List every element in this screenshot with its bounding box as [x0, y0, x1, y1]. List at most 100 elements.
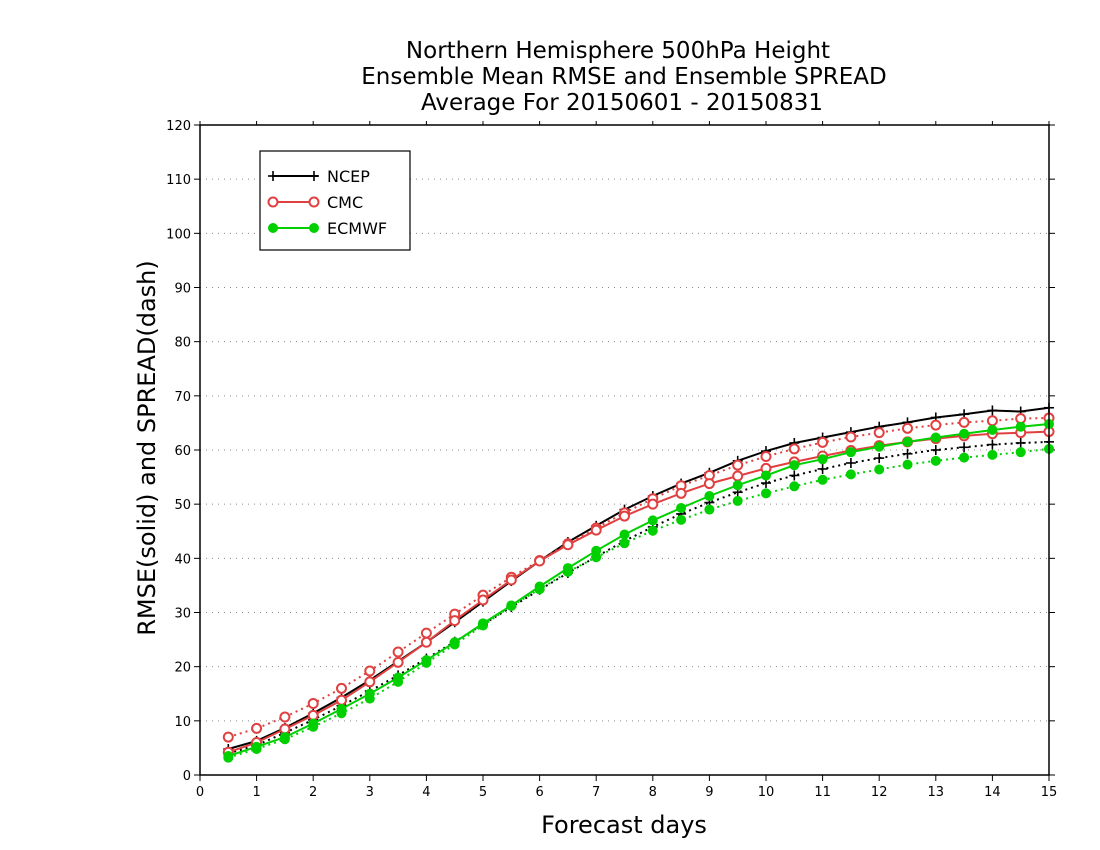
series-ecmwf-rmse-point-21	[817, 454, 828, 465]
series-ecmwf-spread-point-23	[874, 464, 885, 475]
x-tick-label-12: 12	[871, 785, 888, 800]
series-cmc-spread-point-20	[788, 443, 800, 455]
series-ecmwf-spread-point-17	[704, 504, 715, 515]
grid-lines	[200, 178, 1049, 722]
series-ecmwf-rmse-point-25	[930, 432, 941, 443]
series-cmc-spread-point-26	[958, 416, 970, 428]
y-tick-label-120: 120	[166, 119, 191, 134]
legend-item-cmc: CMC	[267, 193, 363, 212]
series-ecmwf-spread-point-26	[959, 452, 970, 463]
x-tick-label-13: 13	[928, 785, 945, 800]
series-ecmwf-spread-point-25	[930, 455, 941, 466]
legend-label-ecmwf: ECMWF	[327, 219, 387, 238]
x-tick-label-2: 2	[309, 785, 317, 800]
series-cmc-spread-point-2	[279, 711, 291, 723]
legend-item-ecmwf: ECMWF	[268, 219, 387, 238]
series-cmc-rmse-point-16	[675, 487, 687, 499]
series-cmc-rmse-point-11	[534, 555, 546, 567]
series-cmc-rmse-point-12	[562, 539, 574, 551]
series-ncep-spread-point-27	[987, 439, 998, 450]
series-cmc-rmse-point-9	[477, 594, 489, 606]
series-ecmwf-spread-point-18	[732, 495, 743, 506]
y-tick-label-90: 90	[174, 282, 191, 297]
series-ecmwf-rmse-point-13	[591, 545, 602, 556]
series-ecmwf-rmse-point-10	[506, 600, 517, 611]
x-tick-label-4: 4	[422, 785, 430, 800]
legend: NCEP CMC ECMWF	[259, 150, 411, 251]
series-cmc-spread-point-5	[364, 665, 376, 677]
chart-title-line-3: Average For 20150601 - 20150831	[421, 90, 823, 116]
series-ecmwf-rmse-point-3	[308, 718, 319, 729]
y-tick-label-70: 70	[174, 390, 191, 405]
series-ecmwf-rmse-point-27	[987, 424, 998, 435]
series-ecmwf-rmse-point-11	[534, 581, 545, 592]
series-ncep-spread-point-23	[874, 453, 885, 464]
y-axis-label: RMSE(solid) and SPREAD(dash)	[133, 260, 161, 636]
series-cmc-spread-line	[228, 417, 1050, 739]
series-ncep-spread-point-21	[817, 463, 828, 474]
series-ecmwf-rmse-point-8	[449, 637, 460, 648]
x-tick-label-14: 14	[984, 785, 1001, 800]
x-tick-label-9: 9	[705, 785, 713, 800]
y-tick-label-110: 110	[166, 173, 191, 188]
series-group	[222, 402, 1055, 763]
series-cmc-spread-point-7	[420, 627, 432, 639]
series-cmc-spread-point-23	[873, 427, 885, 439]
y-tick-label-40: 40	[174, 552, 191, 567]
series-cmc-spread-point-4	[336, 682, 347, 694]
series-cmc-spread-point-24	[902, 422, 913, 434]
series-cmc-spread-point-0	[222, 731, 234, 743]
legend-marker-left-cmc	[267, 196, 279, 208]
series-ecmwf-rmse-point-16	[676, 502, 687, 513]
series-cmc-rmse-point-10	[505, 574, 517, 586]
series-ecmwf-rmse-point-6	[393, 672, 404, 683]
legend-marker-left-ecmwf	[268, 223, 278, 233]
x-tick-label-15: 15	[1041, 785, 1058, 800]
series-cmc-spread-point-18	[732, 459, 744, 471]
series-cmc-spread-point-6	[392, 646, 404, 658]
x-axis-label: Forecast days	[541, 811, 707, 839]
series-ecmwf-spread-point-20	[789, 481, 800, 492]
series-ecmwf	[223, 419, 1054, 763]
series-cmc-spread-point-19	[760, 451, 772, 462]
series-ecmwf-spread-line	[228, 447, 1050, 759]
legend-marker-right-ecmwf	[309, 223, 319, 233]
series-ecmwf-rmse-point-14	[619, 529, 630, 540]
series-ncep-rmse-point-27	[987, 405, 998, 416]
series-cmc-rmse-point-5	[364, 676, 376, 688]
y-tick-label-100: 100	[166, 227, 191, 242]
series-ecmwf-rmse-point-26	[959, 428, 970, 439]
series-ecmwf-spread-point-27	[987, 449, 998, 460]
series-ecmwf-rmse-point-17	[704, 491, 715, 502]
x-tick-label-1: 1	[252, 785, 260, 800]
series-cmc-spread-point-22	[845, 431, 857, 443]
x-tick-label-6: 6	[535, 785, 543, 800]
legend-box	[259, 150, 411, 251]
series-cmc-rmse-point-6	[392, 656, 404, 668]
series-ecmwf-spread-point-16	[676, 514, 687, 525]
series-ecmwf-rmse-point-15	[647, 515, 658, 526]
series-cmc-spread-point-27	[986, 415, 998, 427]
series-ecmwf-rmse-point-9	[478, 618, 488, 629]
series-ecmwf-spread-point-22	[845, 469, 856, 480]
legend-label-cmc: CMC	[327, 193, 363, 212]
series-ecmwf-rmse-point-28	[1015, 421, 1026, 432]
x-tick-label-0: 0	[196, 785, 204, 800]
series-ncep-spread-point-25	[930, 445, 941, 455]
series-ecmwf-rmse-point-12	[562, 563, 573, 574]
legend-marker-left-ncep	[268, 171, 278, 181]
series-ecmwf-spread-point-15	[647, 525, 658, 536]
y-tick-label-50: 50	[174, 498, 191, 513]
series-ecmwf-rmse-point-5	[364, 688, 375, 699]
chart-title-line-2: Ensemble Mean RMSE and Ensemble SPREAD	[361, 64, 886, 90]
series-cmc-rmse-point-14	[619, 510, 630, 522]
x-tick-label-10: 10	[758, 785, 775, 800]
series-cmc-spread-point-21	[817, 436, 829, 448]
legend-item-ncep: NCEP	[268, 167, 370, 186]
series-ncep-spread-point-22	[845, 458, 856, 468]
series-ecmwf-spread-point-24	[902, 459, 913, 470]
y-tick-label-80: 80	[174, 336, 191, 351]
series-cmc-rmse-point-18	[732, 470, 744, 482]
series-ecmwf-rmse-point-0	[223, 751, 234, 762]
